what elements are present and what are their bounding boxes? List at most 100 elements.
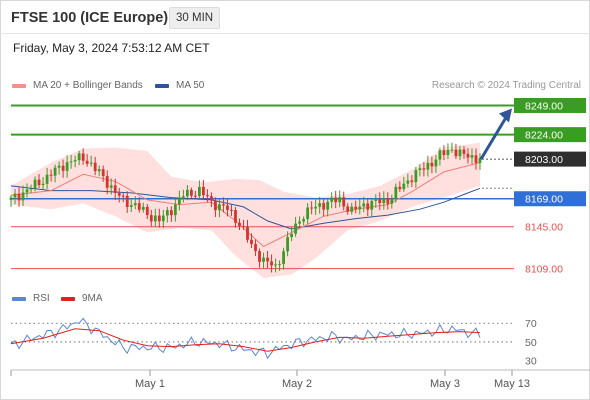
candle-body xyxy=(230,209,233,211)
candle-body xyxy=(398,186,402,190)
candle-body xyxy=(125,195,129,208)
level-label-8224.00: 8224.00 xyxy=(525,130,563,142)
candle-body xyxy=(214,200,217,211)
candle-body xyxy=(25,189,29,193)
scenario-arrow-head xyxy=(499,108,512,123)
candle-body xyxy=(53,167,57,176)
x-tick-label-May 3: May 3 xyxy=(430,378,460,390)
candle-body xyxy=(73,160,77,162)
candle-body xyxy=(402,183,406,190)
candle-body xyxy=(338,197,342,203)
x-tick-label-May 13: May 13 xyxy=(494,378,530,390)
candle-body xyxy=(422,168,426,170)
level-tag-8224.00 xyxy=(514,127,586,143)
candle-body xyxy=(370,200,374,210)
legend-label-9ma: 9MA xyxy=(82,293,103,304)
legend-label-ma50: MA 50 xyxy=(176,80,205,91)
candle-body xyxy=(133,203,137,206)
candle-body xyxy=(181,196,185,198)
candle-body xyxy=(145,206,149,216)
candle-body xyxy=(450,149,454,151)
candle-body xyxy=(462,149,466,154)
candle-body xyxy=(137,203,141,210)
candle-body xyxy=(274,264,277,266)
candle-body xyxy=(41,183,45,186)
candle-body xyxy=(334,197,338,203)
candle-body xyxy=(121,195,125,197)
rsi-tick-30: 30 xyxy=(525,356,537,368)
candle-body xyxy=(177,197,181,205)
candle-body xyxy=(141,206,145,210)
candle-body xyxy=(382,198,386,204)
candle-body xyxy=(113,185,117,193)
candle-body xyxy=(438,150,442,160)
candle-body xyxy=(198,186,201,196)
level-tag-8249.00 xyxy=(514,97,586,113)
candle-body xyxy=(157,215,161,222)
candle-body xyxy=(266,257,269,262)
candle-body xyxy=(262,257,265,262)
candle-body xyxy=(302,219,306,222)
candle-body xyxy=(250,239,253,245)
candle-body xyxy=(33,179,37,189)
candle-body xyxy=(61,165,65,171)
candle-body xyxy=(165,210,169,216)
candle-body xyxy=(234,210,237,223)
candle-body xyxy=(286,237,289,252)
candle-body xyxy=(109,185,113,188)
instrument-title: FTSE 100 (ICE Europe) xyxy=(11,10,169,26)
candle-body xyxy=(218,204,221,211)
x-tick-label-May 2: May 2 xyxy=(282,378,312,390)
rsi-9ma-line xyxy=(10,328,481,352)
candle-body xyxy=(458,149,462,157)
legend-item-rsi: RSI xyxy=(12,293,50,304)
candle-body xyxy=(117,192,121,196)
timestamp: Friday, May 3, 2024 7:53:12 AM CET xyxy=(13,41,210,55)
candle-body xyxy=(326,201,330,210)
candle-body xyxy=(65,162,69,171)
candle-body xyxy=(37,179,41,186)
candle-body xyxy=(206,195,209,197)
candle-body xyxy=(378,198,382,204)
rsi-tick-70: 70 xyxy=(525,318,537,330)
credit-text: Research © 2024 Trading Central xyxy=(431,80,581,91)
candle-body xyxy=(466,153,470,158)
candle-body xyxy=(294,223,298,234)
candle-body xyxy=(169,210,173,216)
bollinger-band xyxy=(11,142,480,278)
candle-body xyxy=(366,203,370,210)
candle-body xyxy=(406,180,410,184)
legend-label-rsi: RSI xyxy=(33,293,50,304)
candle-body xyxy=(418,168,422,171)
candle-body xyxy=(173,204,177,216)
candle-body xyxy=(394,186,398,199)
candle-body xyxy=(29,188,33,190)
candle-body xyxy=(354,206,358,210)
candle-body xyxy=(478,158,482,163)
candle-body xyxy=(210,196,213,201)
candle-body xyxy=(270,261,273,266)
candle-body xyxy=(434,159,438,167)
candle-body xyxy=(161,215,165,222)
candle-body xyxy=(358,206,362,210)
candle-body xyxy=(306,207,310,220)
candle-body xyxy=(13,193,17,198)
candle-body xyxy=(410,180,414,183)
candle-body xyxy=(362,203,366,207)
candle-body xyxy=(310,207,314,209)
timeframe-button[interactable]: 30 MIN xyxy=(169,7,221,29)
scenario-arrow-shaft xyxy=(479,116,508,160)
legend-item-9ma: 9MA xyxy=(61,293,103,304)
current-price-tag xyxy=(514,151,586,167)
candle-body xyxy=(222,204,225,206)
rsi-line xyxy=(10,317,481,360)
level-label-8169.00: 8169.00 xyxy=(525,194,563,206)
candles xyxy=(9,142,482,273)
level-label-8109.00: 8109.00 xyxy=(525,264,563,276)
candle-body xyxy=(238,222,241,227)
legend-swatch-ma20 xyxy=(12,83,26,88)
candle-body xyxy=(390,198,394,204)
candle-body xyxy=(330,197,334,202)
candle-body xyxy=(69,161,73,163)
